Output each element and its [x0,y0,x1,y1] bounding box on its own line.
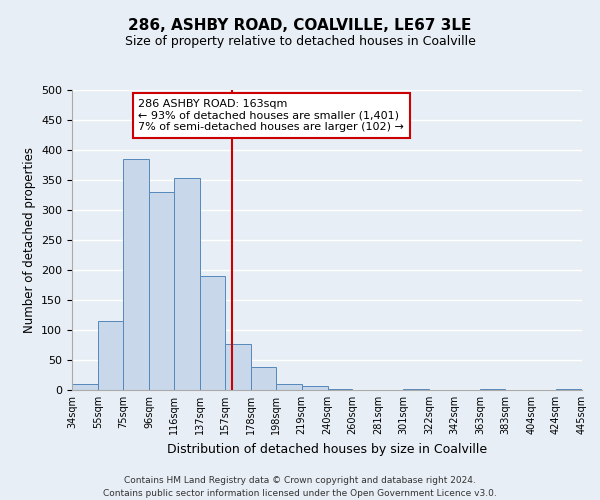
X-axis label: Distribution of detached houses by size in Coalville: Distribution of detached houses by size … [167,442,487,456]
Bar [72,384,98,390]
Bar [275,384,302,390]
Text: Size of property relative to detached houses in Coalville: Size of property relative to detached ho… [125,35,475,48]
Bar [302,386,328,390]
Bar [224,344,251,390]
Text: 286, ASHBY ROAD, COALVILLE, LE67 3LE: 286, ASHBY ROAD, COALVILLE, LE67 3LE [128,18,472,32]
Text: Contains HM Land Registry data © Crown copyright and database right 2024.
Contai: Contains HM Land Registry data © Crown c… [103,476,497,498]
Bar [174,178,200,390]
Bar [98,321,123,390]
Bar [149,192,174,390]
Bar [251,367,275,390]
Text: 286 ASHBY ROAD: 163sqm
← 93% of detached houses are smaller (1,401)
7% of semi-d: 286 ASHBY ROAD: 163sqm ← 93% of detached… [139,99,404,132]
Bar [200,276,224,390]
Y-axis label: Number of detached properties: Number of detached properties [23,147,35,333]
Bar [403,389,430,390]
Bar [328,389,352,390]
Bar [123,159,149,390]
